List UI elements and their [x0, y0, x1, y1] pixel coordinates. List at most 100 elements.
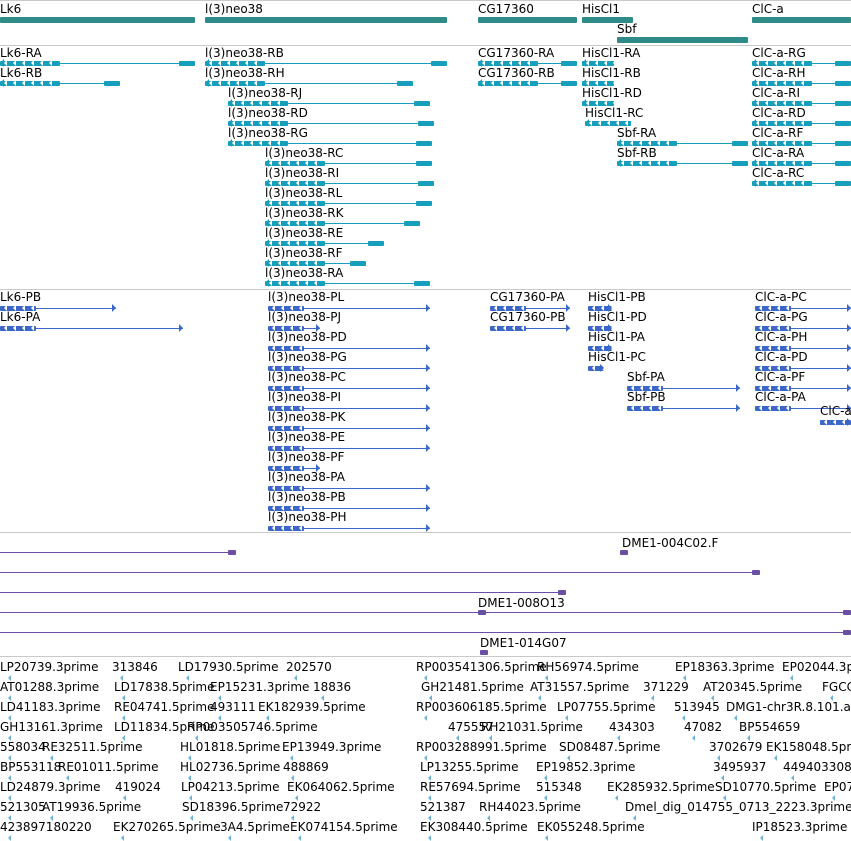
est-label: 202570	[286, 660, 332, 674]
strand-arrow	[752, 139, 756, 147]
est-label: FGCC	[822, 680, 851, 694]
clone-line	[0, 552, 236, 553]
strand-chevron	[272, 385, 275, 391]
strand-chevron	[22, 60, 25, 66]
strand-chevron	[269, 220, 272, 226]
strand-chevron	[290, 305, 293, 311]
strand-chevron	[482, 60, 485, 66]
est-marker	[617, 735, 620, 741]
strand-chevron	[792, 80, 795, 86]
strand-arrow	[585, 119, 589, 127]
gene-bar	[582, 17, 633, 23]
transcript-label: Lk6-RB	[0, 66, 43, 80]
est-label: LD24879.3prime	[0, 780, 101, 794]
est-marker	[121, 835, 124, 841]
strand-chevron	[305, 240, 308, 246]
strand-chevron	[250, 100, 253, 106]
strand-chevron	[765, 120, 768, 126]
strand-chevron	[299, 465, 302, 471]
strand-arrow	[205, 59, 209, 67]
strand-chevron	[824, 419, 827, 425]
protein-line	[755, 308, 851, 309]
strand-chevron	[287, 280, 290, 286]
strand-chevron	[777, 345, 780, 351]
protein-label: l(3)neo38-PD	[268, 330, 347, 344]
strand-chevron	[22, 305, 25, 311]
est-marker	[774, 755, 777, 761]
strand-chevron	[649, 385, 652, 391]
strand-chevron	[783, 140, 786, 146]
strand-arrow	[752, 59, 756, 67]
protein-exon	[490, 325, 526, 331]
strand-chevron	[621, 140, 624, 146]
strand-chevron	[613, 60, 616, 66]
strand-chevron	[601, 345, 604, 351]
strand-arrow	[112, 304, 116, 312]
protein-label: Sbf-PB	[627, 390, 666, 404]
transcript-exon	[104, 80, 120, 86]
clone-label: DME1-004C02.F	[622, 536, 719, 550]
strand-chevron	[4, 325, 7, 331]
est-marker	[8, 675, 11, 681]
strand-chevron	[272, 365, 275, 371]
strand-chevron	[801, 60, 804, 66]
strand-chevron	[768, 365, 771, 371]
est-label: EP18363.3prime	[675, 660, 775, 674]
transcript-line	[265, 283, 430, 284]
strand-chevron	[786, 325, 789, 331]
gene-label: HisCl1	[582, 2, 620, 16]
strand-arrow	[426, 364, 430, 372]
strand-chevron	[601, 325, 604, 331]
strand-arrow	[566, 324, 570, 332]
strand-chevron	[272, 465, 275, 471]
transcript-exon	[752, 80, 812, 86]
strand-chevron	[604, 60, 607, 66]
transcript-line	[0, 83, 120, 84]
clone-line	[0, 612, 851, 613]
transcript-line	[265, 203, 432, 204]
est-marker	[567, 755, 570, 761]
est-label: EP07	[824, 780, 851, 794]
strand-chevron	[31, 60, 34, 66]
strand-chevron	[272, 405, 275, 411]
est-label: 434303	[609, 720, 655, 734]
gene-bar	[752, 17, 851, 23]
strand-chevron	[299, 405, 302, 411]
protein-exon	[268, 445, 304, 451]
est-label: SD10770.5prime	[715, 780, 817, 794]
strand-chevron	[290, 385, 293, 391]
est-label: 72922	[283, 800, 322, 814]
clone-end	[843, 629, 851, 635]
transcript-exon	[228, 120, 288, 126]
est-label: EK308440.5prime	[420, 820, 528, 834]
transcript-label: ClC-a-RG	[752, 46, 806, 60]
protein-exon	[268, 345, 304, 351]
gene-label: Lk6	[0, 2, 22, 16]
strand-chevron	[232, 140, 235, 146]
transcript-label: CG17360-RA	[478, 46, 555, 60]
strand-chevron	[254, 80, 257, 86]
protein-label: Lk6-PB	[0, 290, 42, 304]
strand-chevron	[259, 140, 262, 146]
protein-label: l(3)neo38-PH	[268, 510, 347, 524]
protein-exon	[0, 325, 36, 331]
strand-chevron	[218, 60, 221, 66]
strand-chevron	[281, 485, 284, 491]
transcript-label: l(3)neo38-RC	[265, 146, 344, 160]
strand-chevron	[640, 405, 643, 411]
strand-chevron	[759, 405, 762, 411]
strand-arrow	[426, 384, 430, 392]
protein-label: l(3)neo38-PE	[268, 430, 346, 444]
est-label: 3702679	[709, 740, 763, 754]
transcript-exon	[835, 120, 851, 126]
strand-arrow	[847, 344, 851, 352]
strand-chevron	[13, 80, 16, 86]
est-label: RE01011.5prime	[58, 760, 159, 774]
est-label: AT20345.5prime	[703, 680, 803, 694]
est-label: 423897180220	[0, 820, 92, 834]
gene-label: Sbf	[617, 22, 637, 36]
est-marker	[8, 715, 11, 721]
strand-chevron	[299, 445, 302, 451]
est-label: LD17930.5prime	[178, 660, 279, 674]
strand-chevron	[765, 180, 768, 186]
